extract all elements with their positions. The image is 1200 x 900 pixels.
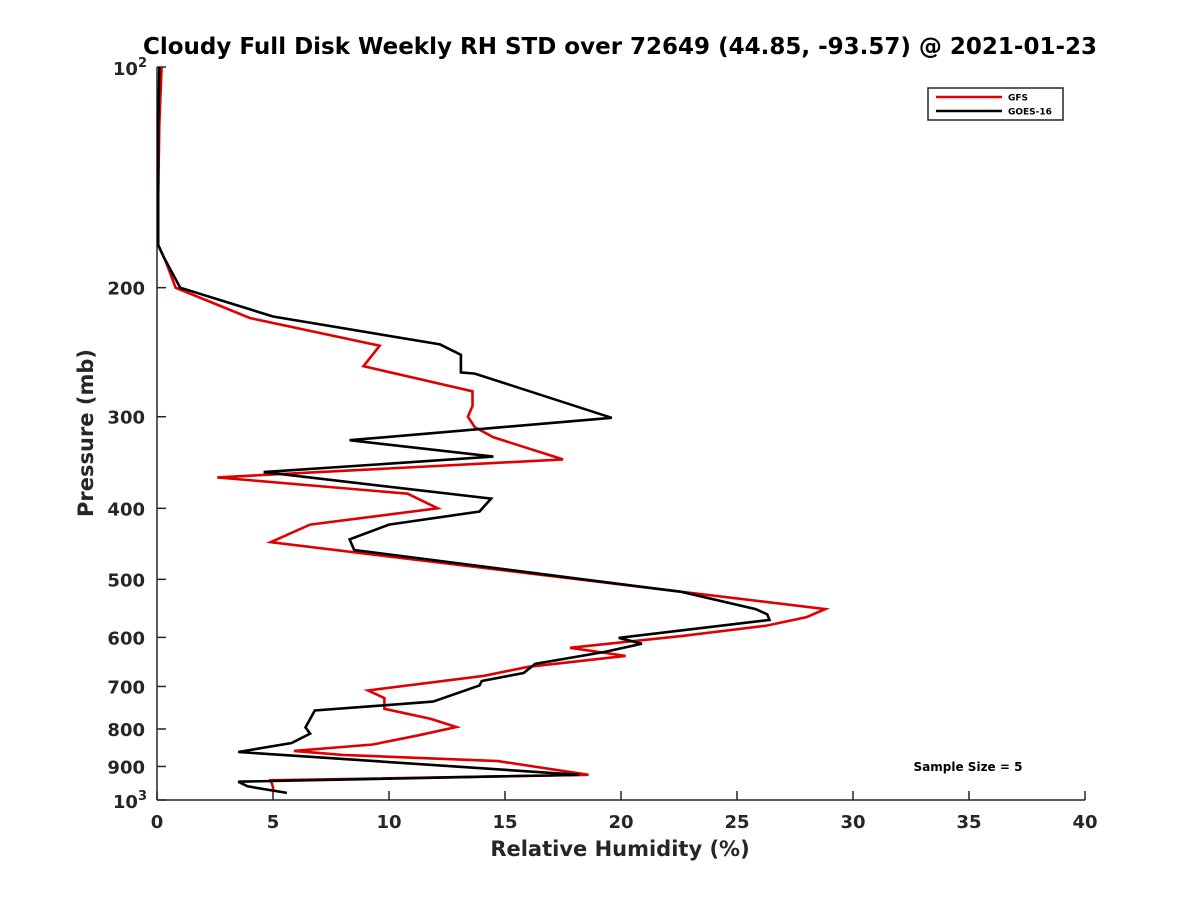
x-axis-label: Relative Humidity (%)	[490, 837, 749, 861]
legend-entry-label: GFS	[1008, 94, 1028, 104]
plot-area	[156, 67, 1085, 801]
x-tick-label: 35	[956, 812, 981, 833]
x-tick-label: 5	[267, 812, 280, 833]
series-lines	[156, 66, 831, 795]
x-axis-ticks: 0 5 10 15 20 25 30 35 40	[151, 791, 1098, 833]
series-line-goes-16	[156, 66, 772, 795]
series-line-gfs	[156, 66, 831, 792]
y-tick-label: 102	[113, 56, 147, 80]
x-tick-label: 15	[492, 812, 517, 833]
legend-entry-label: GOES-16	[1008, 108, 1052, 118]
y-tick-label: 500	[107, 570, 145, 591]
y-tick-label: 600	[107, 628, 145, 649]
y-tick-label: 300	[107, 408, 145, 429]
chart-title: Cloudy Full Disk Weekly RH STD over 7264…	[143, 34, 1097, 60]
x-tick-label: 40	[1072, 812, 1097, 833]
y-tick-label: 800	[107, 720, 145, 741]
y-tick-label: 200	[107, 279, 145, 300]
legend-box	[927, 87, 1064, 121]
x-tick-label: 0	[151, 812, 164, 833]
y-tick-label: 103	[113, 789, 147, 813]
sample-size-annotation: Sample Size = 5	[914, 760, 1023, 774]
y-tick-label: 400	[107, 499, 145, 520]
x-tick-label: 10	[376, 812, 401, 833]
legend: GFS GOES-16	[927, 87, 1064, 121]
x-tick-label: 30	[840, 812, 865, 833]
x-tick-label: 20	[608, 812, 633, 833]
y-axis-label: Pressure (mb)	[74, 349, 98, 517]
y-tick-label: 900	[107, 757, 145, 778]
y-tick-label: 700	[107, 677, 145, 698]
y-axis-ticks: 102 200 300 400 500 600 700 800 900 103	[107, 56, 166, 813]
x-tick-label: 25	[724, 812, 749, 833]
